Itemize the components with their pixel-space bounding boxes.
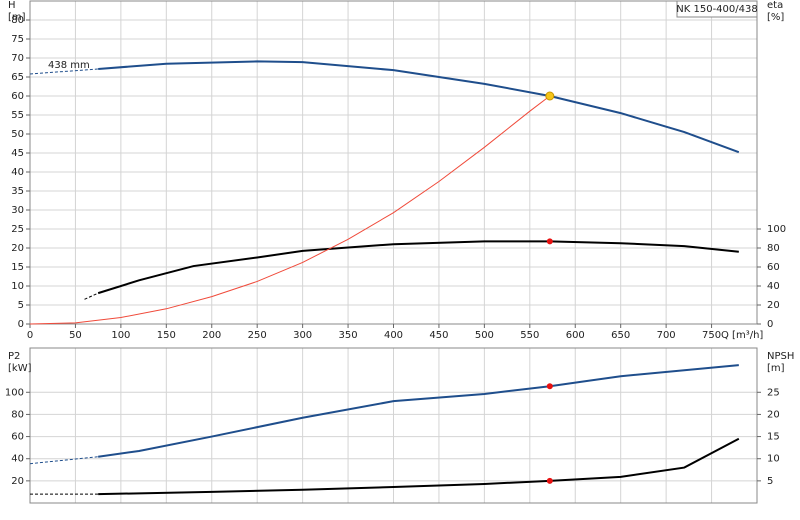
curve — [98, 364, 739, 458]
y-tick-label: 35 — [11, 186, 24, 197]
y-tick-label: 45 — [11, 148, 24, 159]
x-tick-label: 0 — [27, 330, 33, 341]
y-tick-label: 40 — [11, 167, 24, 178]
y-tick-label: 20 — [11, 243, 24, 254]
x-tick-label: 50 — [69, 330, 82, 341]
duty-point — [545, 91, 555, 101]
plot-frame — [29, 347, 758, 504]
y-tick-label: 50 — [11, 129, 24, 140]
duty-point — [546, 383, 553, 390]
y-tick-label: 55 — [11, 110, 24, 121]
y-tick-label: 40 — [11, 454, 24, 465]
x-tick-label: 600 — [566, 330, 585, 341]
y2-tick-label: 60 — [767, 262, 780, 273]
duty-point — [546, 477, 553, 484]
x-tick-label: 100 — [111, 330, 130, 341]
y-axis-unit: [kW] — [8, 363, 32, 374]
chart-title: NK 150-400/438 — [676, 4, 757, 15]
x-tick-label: 750 — [702, 330, 721, 341]
curve — [84, 292, 99, 300]
y-tick-label: 20 — [11, 476, 24, 487]
y2-tick-label: 0 — [767, 319, 773, 330]
curve — [29, 95, 551, 325]
y-tick-label: 75 — [11, 34, 24, 45]
y2-axis-unit: [%] — [767, 12, 784, 23]
curve — [98, 60, 740, 154]
y2-tick-label: 80 — [767, 243, 780, 254]
x-tick-label: 500 — [475, 330, 494, 341]
y2-tick-label: 10 — [767, 454, 780, 465]
y-tick-label: 15 — [11, 262, 24, 273]
curve — [29, 456, 99, 465]
y2-axis-unit: [m] — [767, 363, 785, 374]
x-tick-label: 450 — [429, 330, 448, 341]
y2-tick-label: 5 — [767, 476, 773, 487]
y2-tick-label: 20 — [767, 409, 780, 420]
x-tick-label: 250 — [248, 330, 267, 341]
x-tick-label: 650 — [611, 330, 630, 341]
y-tick-label: 100 — [5, 387, 24, 398]
x-axis-label: Q [m³/h] — [721, 330, 763, 341]
y-tick-label: 5 — [18, 300, 24, 311]
title-box — [676, 0, 758, 18]
x-tick-label: 300 — [293, 330, 312, 341]
y-tick-label: 80 — [11, 15, 24, 26]
curve — [98, 437, 740, 496]
y2-tick-label: 25 — [767, 387, 780, 398]
y-tick-label: 65 — [11, 72, 24, 83]
y2-axis-label: eta — [767, 0, 783, 11]
y2-axis-label: NPSH — [767, 351, 794, 362]
y-tick-label: 60 — [11, 91, 24, 102]
x-tick-label: 400 — [384, 330, 403, 341]
y-tick-label: 70 — [11, 53, 24, 64]
y-tick-label: 25 — [11, 224, 24, 235]
curve-annotation: 438 mm — [48, 60, 90, 71]
curve — [97, 240, 739, 295]
y-axis-label: P2 — [8, 351, 20, 362]
y-tick-label: 80 — [11, 409, 24, 420]
x-tick-label: 550 — [520, 330, 539, 341]
x-tick-label: 150 — [157, 330, 176, 341]
y2-tick-label: 40 — [767, 281, 780, 292]
duty-point — [546, 238, 553, 245]
y-axis-unit: [m] — [8, 12, 26, 23]
y2-tick-label: 15 — [767, 432, 780, 443]
x-tick-label: 350 — [339, 330, 358, 341]
x-tick-label: 200 — [202, 330, 221, 341]
y-tick-label: 60 — [11, 432, 24, 443]
y2-tick-label: 100 — [767, 224, 786, 235]
x-tick-label: 700 — [657, 330, 676, 341]
y-axis-label: H — [8, 0, 16, 11]
y2-tick-label: 20 — [767, 300, 780, 311]
y-tick-label: 10 — [11, 281, 24, 292]
y-tick-label: 0 — [18, 319, 24, 330]
y-tick-label: 30 — [11, 205, 24, 216]
curve — [29, 68, 99, 75]
